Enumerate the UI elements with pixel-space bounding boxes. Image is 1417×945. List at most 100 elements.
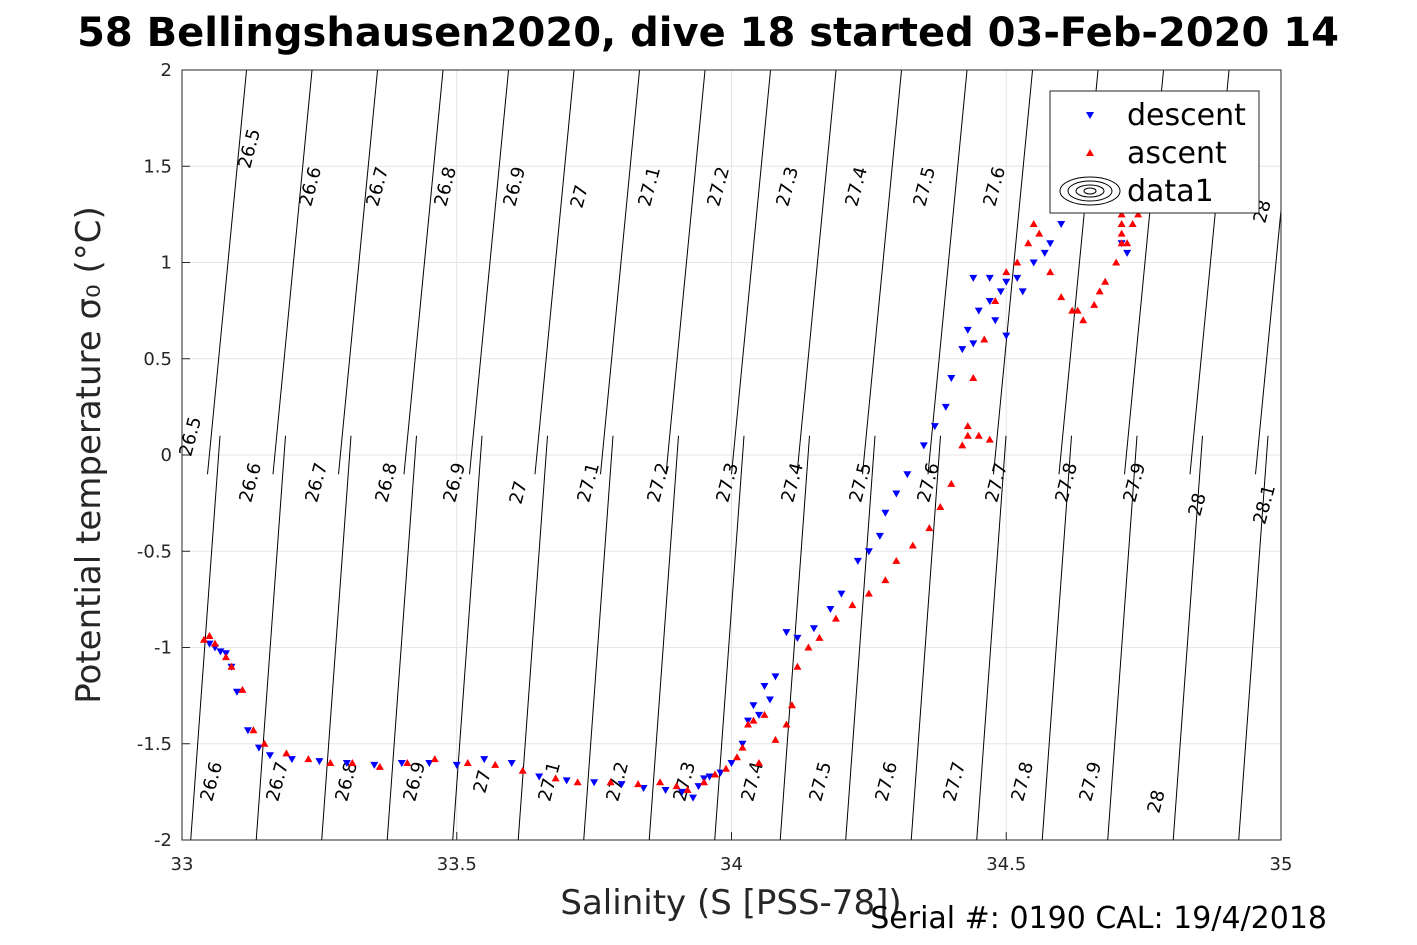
ascent-point	[304, 755, 313, 763]
descent-point	[826, 606, 835, 613]
ascent-point	[787, 701, 796, 709]
descent-point	[853, 557, 862, 565]
descent-point	[216, 648, 225, 656]
isopycnal-line	[862, 70, 903, 475]
ascent-point	[743, 720, 752, 728]
density-contours	[190, 70, 1334, 850]
isopycnal-line	[648, 435, 679, 840]
ascent-point	[760, 710, 769, 718]
ascent-point	[908, 541, 917, 549]
legend-contour-ring	[1059, 176, 1121, 206]
descent-point	[678, 788, 687, 796]
descent-point	[1013, 274, 1022, 282]
ascent-point	[848, 601, 857, 609]
y-tick-label: 0.5	[143, 349, 172, 370]
ascent-point	[700, 778, 709, 786]
ascent-point	[227, 662, 236, 670]
descent-point	[958, 346, 967, 354]
legend-ascent-marker	[1086, 149, 1094, 156]
y-tick-label: -0.5	[137, 541, 172, 562]
descent-point	[963, 326, 972, 334]
isopycnal-line	[583, 435, 614, 840]
ascent-point	[463, 759, 472, 766]
ascent-point	[1117, 220, 1126, 227]
descent-point	[754, 711, 763, 719]
descent-point	[590, 779, 599, 787]
descent-point	[370, 761, 379, 769]
ascent-point	[348, 759, 357, 766]
isopycnal-line	[1255, 204, 1281, 475]
ascent-point	[974, 431, 983, 439]
descent-point	[903, 471, 912, 479]
descent-point	[996, 288, 1005, 296]
ascent-point	[1095, 287, 1104, 295]
descent-point	[1018, 288, 1027, 296]
isopycnal-line	[1238, 435, 1269, 840]
isopycnal-line	[321, 435, 352, 840]
y-axis-ticks: 2 1.5 1 0.5 0 -0.5 -1 -1.5 -2	[137, 60, 190, 851]
ascent-point	[771, 735, 780, 743]
isopycnal-line	[1172, 435, 1203, 840]
ascent-point	[238, 685, 247, 693]
descent-point	[969, 274, 978, 282]
descent-point	[232, 688, 241, 696]
ascent-point	[749, 716, 758, 724]
legend-contour-ring	[1083, 187, 1097, 195]
legend-label-descent: descent	[1127, 98, 1246, 133]
ascent-point	[199, 635, 208, 643]
isopycnal-line	[1304, 436, 1334, 850]
ascent-point	[1013, 258, 1022, 266]
descent-point	[969, 340, 978, 348]
ascent-point	[732, 753, 741, 761]
ascent-point	[249, 726, 258, 734]
ascent-point	[1101, 277, 1110, 285]
ascent-point	[518, 766, 527, 774]
descent-point	[452, 761, 461, 769]
ascent-point	[1128, 220, 1137, 227]
ascent-point	[1073, 306, 1082, 314]
ascent-point	[551, 774, 560, 782]
ascent-point	[210, 639, 219, 647]
isopycnal-line	[517, 435, 548, 840]
ascent-point	[430, 755, 439, 763]
serial-info: Serial #: 0190 CAL: 19/4/2018	[870, 901, 1327, 936]
descent-point	[941, 403, 950, 411]
isopycnal-line	[845, 435, 876, 840]
y-tick-label: -1.5	[137, 734, 172, 755]
ascent-point	[1134, 210, 1143, 218]
descent-point	[930, 423, 939, 431]
data-series	[199, 158, 1187, 802]
descent-point	[793, 634, 802, 642]
ascent-point	[754, 759, 763, 766]
ascent-point	[969, 374, 978, 381]
ascent-point	[1079, 316, 1088, 324]
descent-point	[1057, 221, 1066, 228]
y-tick-label: 1	[161, 253, 172, 274]
isopycnal-line	[534, 70, 575, 475]
x-tick-label: 34	[720, 854, 743, 875]
ascent-point	[1046, 268, 1055, 276]
ascent-point	[205, 631, 214, 639]
ascent-point	[282, 749, 291, 757]
x-axis-ticks: 33 33.5 34 34.5 35	[171, 832, 1292, 875]
descent-point	[617, 781, 626, 789]
ascent-point	[1123, 239, 1132, 247]
descent-point	[1040, 249, 1049, 257]
isopycnal-line	[386, 435, 417, 840]
ascent-point	[1068, 306, 1077, 314]
descent-point	[760, 683, 769, 690]
descent-point	[771, 673, 780, 681]
isopycnal-line	[796, 70, 837, 475]
descent-point	[480, 756, 489, 764]
ascent-point	[963, 431, 972, 439]
y-tick-label: -2	[154, 830, 172, 851]
ascent-point	[958, 441, 967, 449]
descent-point	[243, 727, 252, 735]
descent-point	[974, 307, 983, 315]
descent-point	[661, 786, 670, 794]
descent-point	[892, 490, 901, 498]
descent-point	[782, 629, 791, 637]
descent-point	[985, 298, 994, 305]
descent-point	[947, 375, 956, 382]
